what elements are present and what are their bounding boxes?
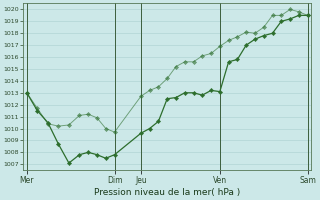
X-axis label: Pression niveau de la mer( hPa ): Pression niveau de la mer( hPa ) (94, 188, 240, 197)
